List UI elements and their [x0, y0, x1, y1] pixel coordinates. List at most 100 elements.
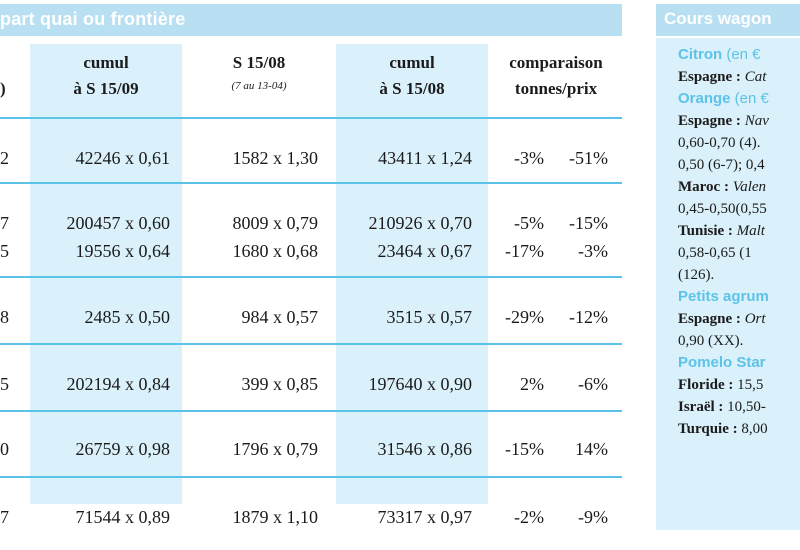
row-1-compare-prix: -51%	[569, 148, 608, 168]
row-5-cumul-s15-08: 197640 x 0,90	[368, 374, 473, 394]
origin-label: Espagne :	[678, 311, 745, 327]
price-text: 0,58-0,65 (1	[678, 245, 752, 261]
price-line: Turquie : 8,00	[678, 418, 800, 440]
price-line: Espagne : Ort	[678, 308, 800, 330]
row-divider	[0, 476, 622, 478]
column-header-cumul-s15-09: cumul à S 15/09	[30, 50, 182, 102]
price-line: 0,58-0,65 (1	[678, 242, 800, 264]
row-7-cumul-s15-09: 71544 x 0,89	[75, 507, 171, 527]
section-name: Orange	[678, 90, 731, 107]
origin-label: Espagne :	[678, 113, 745, 129]
row-2-cumul-s15-08: 210926 x 0,70	[368, 213, 473, 233]
column-header-0-line2: )	[0, 79, 6, 98]
right-panel-title: Cours wagon	[664, 9, 772, 28]
origin-label: Turquie :	[678, 421, 742, 437]
origin-label: Tunisie :	[678, 223, 737, 239]
price-text: 8,00	[741, 421, 768, 437]
column-header-0: )	[0, 50, 10, 102]
price-text: 0,50 (6-7); 0,4	[678, 157, 765, 173]
variety-label: Ort	[744, 311, 766, 327]
column-header-1-line1: cumul	[83, 53, 129, 72]
row-divider	[0, 410, 622, 412]
row-divider	[0, 343, 622, 345]
row-7-compare-tonnes: -2%	[514, 507, 544, 527]
left-table-header-bar: part quai ou frontière	[0, 4, 622, 36]
origin-label: Israël :	[678, 399, 728, 415]
row-divider	[0, 117, 622, 119]
price-line: Maroc : Valen	[678, 176, 800, 198]
price-text: 0,60-0,70 (4).	[678, 135, 761, 151]
price-line: Tunisie : Malt	[678, 220, 800, 242]
variety-label: Cat	[744, 69, 767, 85]
row-5-compare-tonnes: 2%	[520, 374, 544, 394]
row-6-compare-prix: 14%	[575, 439, 608, 459]
row-2-cumul-s15-09: 200457 x 0,60	[66, 213, 171, 233]
row-2-compare-prix: -15%	[569, 213, 608, 233]
price-text: 0,90 (XX).	[678, 333, 744, 349]
row-6-compare-tonnes: -15%	[505, 439, 544, 459]
price-line: (126).	[678, 264, 800, 286]
section-unit: (en €	[722, 46, 761, 63]
column-header-1-line2: à S 15/09	[73, 79, 139, 98]
price-text: 0,45-0,50(0,55	[678, 201, 767, 217]
row-5-s15-08: 399 x 0,85	[241, 374, 319, 394]
price-line: 0,50 (6-7); 0,4	[678, 154, 800, 176]
row-3-cumul-s15-08: 23464 x 0,67	[377, 241, 473, 261]
row-4-s15-08: 984 x 0,57	[241, 307, 319, 327]
row-4-col-0: 8	[0, 307, 9, 327]
row-4-cumul-s15-09: 2485 x 0,50	[84, 307, 171, 327]
section-citron: Citron (en €	[678, 44, 800, 66]
price-line: 0,45-0,50(0,55	[678, 198, 800, 220]
section-name: Citron	[678, 46, 723, 63]
price-text: 10,50-	[727, 399, 766, 415]
row-3-cumul-s15-09: 19556 x 0,64	[75, 241, 171, 261]
row-1-col-0: 2	[0, 148, 9, 168]
section-name: Petits agrum	[678, 288, 769, 305]
row-divider	[0, 276, 622, 278]
column-shade-cumul-s15-08	[336, 44, 488, 504]
price-line: Espagne : Cat	[678, 66, 800, 88]
price-line: Israël : 10,50-	[678, 396, 800, 418]
row-2-s15-08: 8009 x 0,79	[232, 213, 319, 233]
variety-label: Nav	[744, 113, 769, 129]
variety-label: Malt	[736, 223, 765, 239]
price-line: Espagne : Nav	[678, 110, 800, 132]
row-6-cumul-s15-08: 31546 x 0,86	[377, 439, 473, 459]
row-4-compare-tonnes: -29%	[505, 307, 544, 327]
row-5-compare-prix: -6%	[578, 374, 608, 394]
section-orange: Orange (en €	[678, 88, 800, 110]
price-line: 0,90 (XX).	[678, 330, 800, 352]
row-1-s15-08: 1582 x 1,30	[232, 148, 319, 168]
column-header-s15-08: S 15/08 (7 au 13-04)	[186, 50, 332, 96]
row-4-cumul-s15-08: 3515 x 0,57	[386, 307, 473, 327]
right-panel-background	[656, 38, 800, 530]
column-header-2-line2: (7 au 13-04)	[231, 80, 287, 92]
price-text: 15,5	[737, 377, 764, 393]
row-3-compare-prix: -3%	[578, 241, 608, 261]
column-header-3-line1: cumul	[389, 53, 435, 72]
row-3-s15-08: 1680 x 0,68	[232, 241, 319, 261]
row-1-cumul-s15-08: 43411 x 1,24	[378, 148, 472, 168]
row-3-compare-tonnes: -17%	[505, 241, 544, 261]
origin-label: Maroc :	[678, 179, 733, 195]
variety-label: Valen	[732, 179, 767, 195]
row-2-col-0: 7	[0, 213, 9, 233]
row-3-col-0: 5	[0, 241, 9, 261]
column-shade-cumul-s15-09	[30, 44, 182, 504]
row-1-cumul-s15-09: 42246 x 0,61	[75, 148, 171, 168]
column-header-3-line2: à S 15/08	[379, 79, 445, 98]
row-6-col-0: 0	[0, 439, 9, 459]
row-5-cumul-s15-09: 202194 x 0,84	[66, 374, 171, 394]
row-7-cumul-s15-08: 73317 x 0,97	[377, 507, 473, 527]
row-5-col-0: 5	[0, 374, 9, 394]
price-text: (126).	[678, 267, 715, 283]
column-header-4-line2: tonnes/prix	[514, 79, 598, 98]
row-divider	[0, 182, 622, 184]
right-panel-header-bar: Cours wagon	[656, 4, 800, 36]
row-1-compare-tonnes: -3%	[514, 148, 544, 168]
price-line: Floride : 15,5	[678, 374, 800, 396]
row-6-cumul-s15-09: 26759 x 0,98	[75, 439, 171, 459]
row-7-s15-08: 1879 x 1,10	[232, 507, 319, 527]
origin-label: Espagne :	[678, 69, 745, 85]
left-table-title: part quai ou frontière	[0, 9, 186, 29]
